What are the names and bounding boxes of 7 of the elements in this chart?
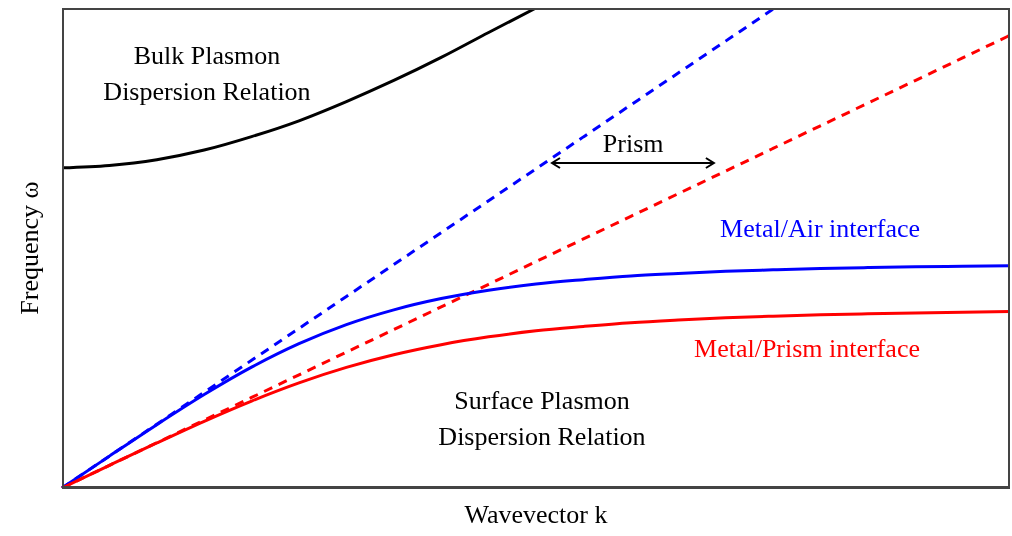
series-label: Metal/Prism interface (694, 333, 920, 364)
annotation: Prism (602, 129, 664, 159)
annotation: Surface Plasmon Dispersion Relation (437, 385, 647, 453)
x-axis-title: Wavevector k (464, 500, 608, 530)
y-axis-title: Frequency ω (15, 181, 45, 315)
series-label: Metal/Air interface (720, 213, 920, 244)
annotation: Bulk Plasmon Dispersion Relation (102, 40, 312, 108)
